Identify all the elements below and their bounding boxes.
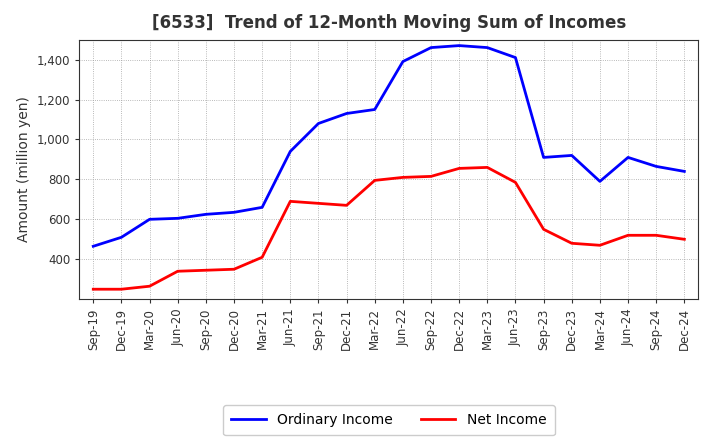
Ordinary Income bbox=[652, 164, 660, 169]
Net Income bbox=[145, 284, 154, 289]
Title: [6533]  Trend of 12-Month Moving Sum of Incomes: [6533] Trend of 12-Month Moving Sum of I… bbox=[152, 15, 626, 33]
Net Income bbox=[652, 233, 660, 238]
Ordinary Income bbox=[117, 235, 126, 240]
Ordinary Income bbox=[624, 155, 632, 160]
Net Income bbox=[370, 178, 379, 183]
Ordinary Income bbox=[595, 179, 604, 184]
Y-axis label: Amount (million yen): Amount (million yen) bbox=[17, 96, 31, 242]
Ordinary Income bbox=[202, 212, 210, 217]
Legend: Ordinary Income, Net Income: Ordinary Income, Net Income bbox=[223, 405, 554, 436]
Net Income bbox=[258, 255, 266, 260]
Ordinary Income bbox=[427, 45, 436, 50]
Net Income bbox=[567, 241, 576, 246]
Net Income bbox=[117, 286, 126, 292]
Net Income bbox=[539, 227, 548, 232]
Net Income bbox=[202, 268, 210, 273]
Net Income bbox=[342, 203, 351, 208]
Net Income bbox=[89, 286, 98, 292]
Ordinary Income bbox=[511, 55, 520, 60]
Net Income bbox=[399, 175, 408, 180]
Ordinary Income bbox=[258, 205, 266, 210]
Ordinary Income bbox=[145, 216, 154, 222]
Ordinary Income bbox=[680, 169, 688, 174]
Ordinary Income bbox=[342, 111, 351, 116]
Line: Net Income: Net Income bbox=[94, 167, 684, 289]
Net Income bbox=[314, 201, 323, 206]
Ordinary Income bbox=[230, 210, 238, 215]
Net Income bbox=[230, 267, 238, 272]
Net Income bbox=[455, 166, 464, 171]
Net Income bbox=[174, 268, 182, 274]
Ordinary Income bbox=[539, 155, 548, 160]
Ordinary Income bbox=[455, 43, 464, 48]
Net Income bbox=[286, 199, 294, 204]
Ordinary Income bbox=[399, 59, 408, 64]
Net Income bbox=[680, 237, 688, 242]
Line: Ordinary Income: Ordinary Income bbox=[94, 46, 684, 246]
Ordinary Income bbox=[314, 121, 323, 126]
Net Income bbox=[624, 233, 632, 238]
Net Income bbox=[427, 174, 436, 179]
Ordinary Income bbox=[89, 244, 98, 249]
Ordinary Income bbox=[174, 216, 182, 221]
Ordinary Income bbox=[286, 149, 294, 154]
Ordinary Income bbox=[483, 45, 492, 50]
Ordinary Income bbox=[370, 107, 379, 112]
Net Income bbox=[595, 242, 604, 248]
Net Income bbox=[511, 180, 520, 185]
Net Income bbox=[483, 165, 492, 170]
Ordinary Income bbox=[567, 153, 576, 158]
